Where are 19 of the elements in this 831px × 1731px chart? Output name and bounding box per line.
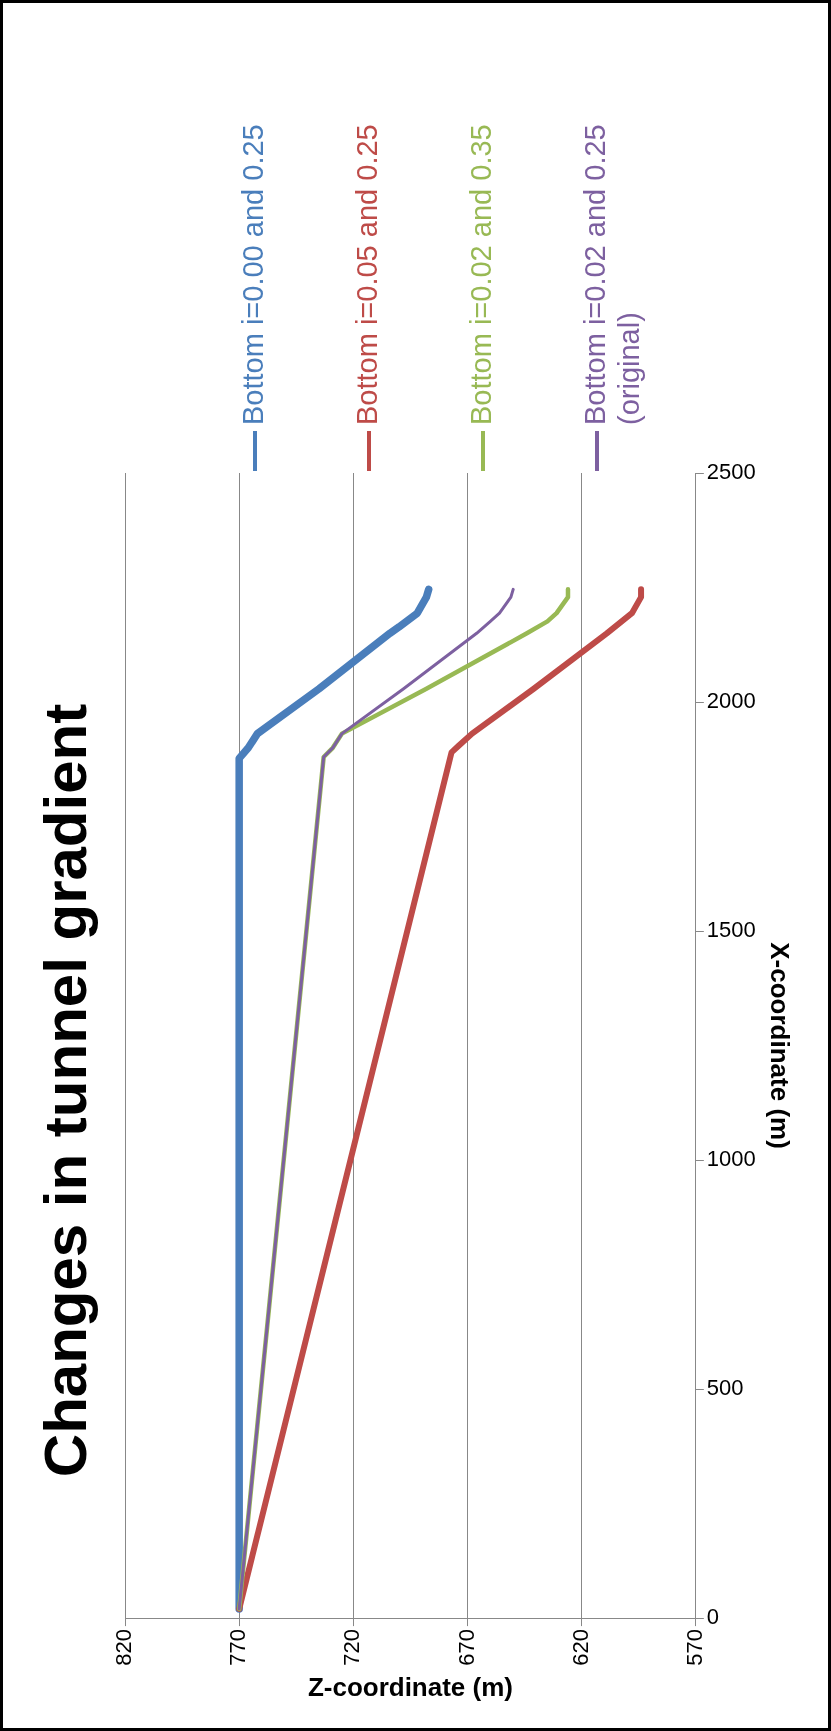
- y-axis-title: X-coordinate (m): [765, 942, 796, 1149]
- text: Bottom i=0.02 and 0.25 (original): [579, 124, 645, 425]
- x-tick-label: 820: [111, 1629, 137, 1666]
- y-tick-label: 500: [706, 1375, 744, 1401]
- text: Bottom i=0.02 and 0.35: [465, 124, 497, 425]
- y-tick-label: 2500: [706, 459, 756, 485]
- x-axis-title: Z-coordinate (m): [307, 1671, 513, 1702]
- y-tick-label: 0: [706, 1604, 720, 1630]
- x-tick-label: 570: [681, 1629, 707, 1666]
- x-tick-label: 670: [453, 1629, 479, 1666]
- text: Changes in tunnel gradient: [31, 703, 99, 1478]
- x-tick-label: 620: [567, 1629, 593, 1666]
- y-tick-label: 1500: [706, 917, 756, 943]
- text: Bottom i=0.00 and 0.25: [237, 124, 269, 425]
- y-tick-label: 1000: [706, 1146, 756, 1172]
- y-tick-label: 2000: [706, 688, 756, 714]
- text: Bottom i=0.05 and 0.25: [351, 124, 383, 425]
- x-tick-label: 770: [225, 1629, 251, 1666]
- x-tick-label: 720: [339, 1629, 365, 1666]
